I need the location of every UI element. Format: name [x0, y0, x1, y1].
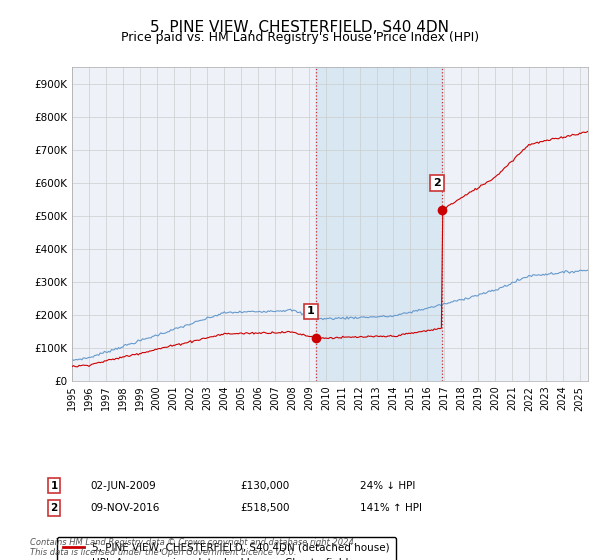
Text: 5, PINE VIEW, CHESTERFIELD, S40 4DN: 5, PINE VIEW, CHESTERFIELD, S40 4DN: [151, 20, 449, 35]
Text: 2: 2: [50, 503, 58, 513]
Text: £518,500: £518,500: [240, 503, 290, 513]
Text: Price paid vs. HM Land Registry's House Price Index (HPI): Price paid vs. HM Land Registry's House …: [121, 31, 479, 44]
Bar: [316, 67, 442, 381]
Text: 24% ↓ HPI: 24% ↓ HPI: [360, 480, 415, 491]
Text: £130,000: £130,000: [240, 480, 289, 491]
Text: 1: 1: [307, 306, 315, 316]
Text: 09-NOV-2016: 09-NOV-2016: [90, 503, 160, 513]
Text: 2: 2: [433, 178, 441, 188]
Text: Contains HM Land Registry data © Crown copyright and database right 2024.
This d: Contains HM Land Registry data © Crown c…: [30, 538, 356, 557]
Legend: 5, PINE VIEW, CHESTERFIELD, S40 4DN (detached house), HPI: Average price, detach: 5, PINE VIEW, CHESTERFIELD, S40 4DN (det…: [56, 536, 396, 560]
Text: 1: 1: [50, 480, 58, 491]
Text: 141% ↑ HPI: 141% ↑ HPI: [360, 503, 422, 513]
Text: 02-JUN-2009: 02-JUN-2009: [90, 480, 156, 491]
